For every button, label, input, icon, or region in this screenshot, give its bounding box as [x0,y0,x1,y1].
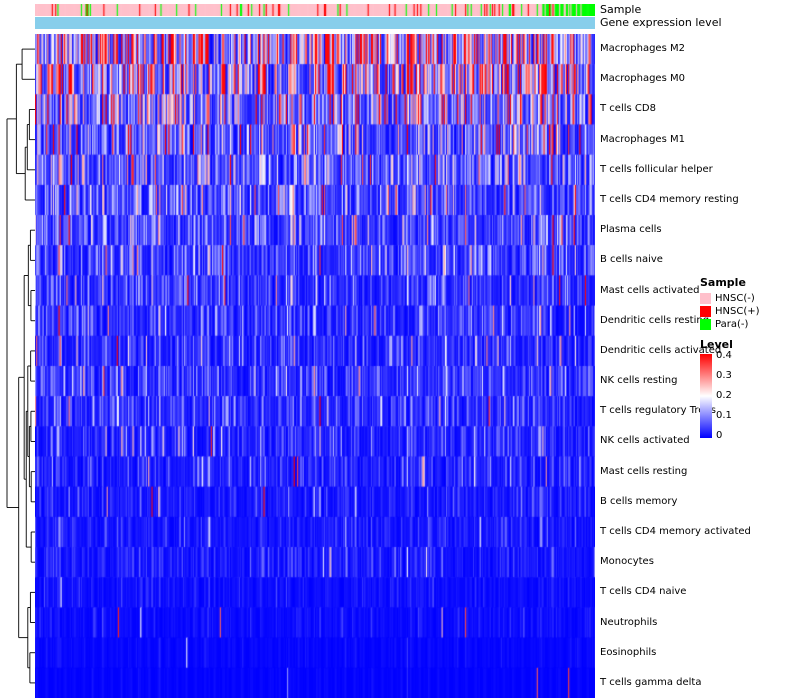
legend-swatch [700,318,711,330]
sample-annotation-label: Sample [600,3,642,16]
row-label: Eosinophils [600,646,657,658]
legend-sample-title: Sample [700,276,746,289]
level-tick-label: 0.4 [716,350,732,361]
row-label: Mast cells resting [600,465,688,477]
row-dendrogram [6,48,35,684]
row-label: Macrophages M2 [600,43,685,55]
row-label: T cells CD4 naive [600,586,687,598]
level-gradient-bar [700,354,712,438]
level-tick-label: 0.2 [716,390,732,401]
level-tick-label: 0 [716,430,723,441]
row-label: Neutrophils [600,616,658,628]
level-tick-label: 0.3 [716,370,732,381]
legend-swatch [700,292,711,304]
row-label: T cells follicular helper [600,163,713,175]
row-label: T cells CD4 memory resting [600,194,739,205]
heatmap-canvas [35,34,595,698]
legend-level-scale: 0.4 0.3 0.2 0.1 0 [700,351,798,441]
legend-entry: HNSC(+) [700,305,798,317]
legend-entry: Para(-) [700,318,798,330]
legend-level-title: Level [700,338,733,351]
row-label: T cells CD8 [600,103,656,115]
row-label: Mast cells activated [600,284,700,296]
row-label: Macrophages M0 [600,73,685,85]
legend-entry-label: HNSC(-) [715,292,755,304]
gene-annotation-label: Gene expression level [600,16,722,29]
row-label: Monocytes [600,556,654,568]
row-label: Macrophages M1 [600,133,685,145]
row-label: B cells memory [600,495,678,507]
row-label: Dendritic cells resting [600,314,710,326]
row-label: B cells naive [600,254,663,266]
gene-expression-annotation-bar [35,17,595,29]
legend-swatch [700,305,711,317]
row-label: Plasma cells [600,224,662,236]
row-label: T cells CD4 memory activated [600,526,751,537]
row-label: Dendritic cells activated [600,344,722,356]
sample-annotation-bar [35,4,595,16]
row-label: NK cells activated [600,435,690,447]
row-label: T cells regulatory Tregs [600,405,717,417]
row-labels: Macrophages M2 Macrophages M0 T cells CD8 M… [600,34,798,698]
row-label: NK cells resting [600,375,678,387]
legend-entry-label: Para(-) [715,318,749,330]
row-label: T cells gamma delta [600,676,702,688]
legend-entry-label: HNSC(+) [715,305,760,317]
level-tick-label: 0.1 [716,410,732,421]
legend-entry: HNSC(-) [700,292,798,304]
legend: Sample HNSC(-) HNSC(+) Para(-) Level 0.4 0.… [700,276,798,441]
level-ticks: 0.4 0.3 0.2 0.1 0 [716,351,732,441]
legend-sample-entries: HNSC(-) HNSC(+) Para(-) [700,292,798,330]
